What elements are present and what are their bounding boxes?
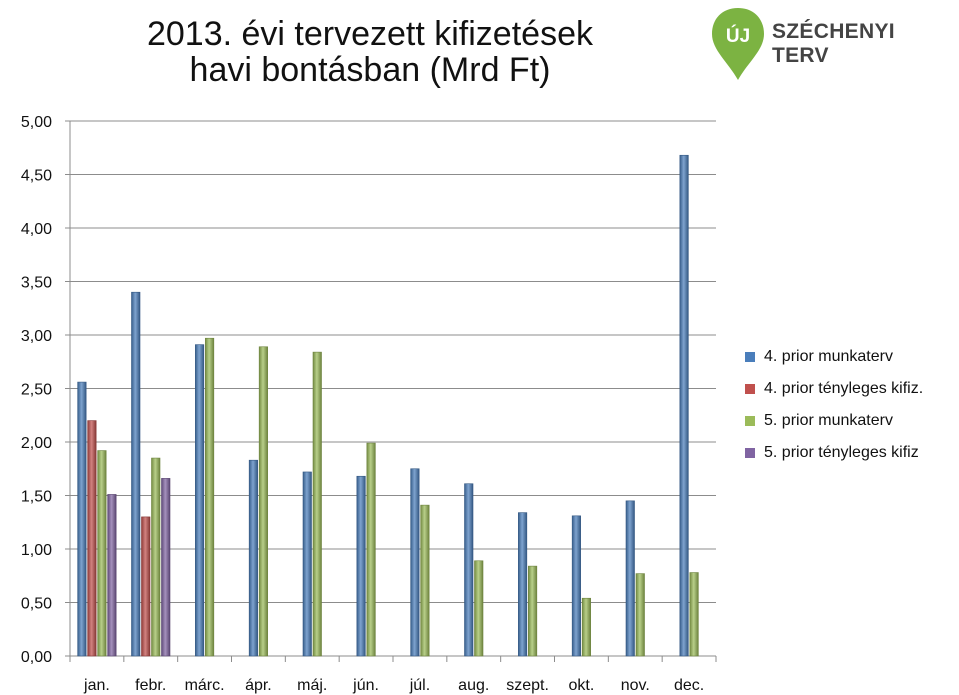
- map-pin-icon: ÚJ: [712, 8, 764, 80]
- legend-label: 5. prior munkaterv: [764, 412, 893, 429]
- bar: [571, 515, 581, 657]
- y-tick-label: 4,50: [21, 168, 52, 185]
- szechenyi-terv-logo: ÚJ SZÉCHENYI TERV: [708, 6, 948, 82]
- bar: [625, 500, 635, 657]
- legend-label: 4. prior tényleges kifiz.: [764, 380, 924, 397]
- y-tick-label: 3,50: [21, 275, 52, 292]
- bar: [77, 381, 87, 657]
- x-tick-label: febr.: [135, 677, 166, 694]
- bar: [302, 471, 312, 657]
- y-tick-label: 1,50: [21, 489, 52, 506]
- x-tick-label: ápr.: [245, 677, 272, 694]
- bar: [366, 442, 376, 657]
- bar: [248, 459, 258, 657]
- bar: [689, 572, 699, 657]
- y-tick-label: 3,00: [21, 328, 52, 345]
- legend-item: 5. prior tényleges kifiz: [745, 437, 923, 469]
- logo-text: SZÉCHENYI TERV: [772, 20, 895, 67]
- bar: [581, 597, 591, 657]
- bar: [635, 573, 645, 657]
- bar: [161, 478, 171, 657]
- bar: [97, 450, 107, 657]
- x-tick-label: okt.: [569, 677, 595, 694]
- bar: [528, 565, 538, 657]
- legend-swatch: [745, 352, 755, 362]
- legend-swatch: [745, 448, 755, 458]
- legend-item: 4. prior munkaterv: [745, 341, 923, 373]
- bar: [141, 516, 151, 657]
- logo-mark: ÚJ: [726, 25, 750, 47]
- legend-label: 5. prior tényleges kifiz: [764, 444, 919, 461]
- bar: [518, 512, 528, 657]
- bar: [356, 475, 366, 657]
- y-tick-label: 0,50: [21, 596, 52, 613]
- x-tick-label: dec.: [674, 677, 704, 694]
- legend-label: 4. prior munkaterv: [764, 348, 893, 365]
- legend-swatch: [745, 416, 755, 426]
- bar: [464, 483, 474, 657]
- chart-title: 2013. évi tervezett kifizetések havi bon…: [70, 16, 670, 88]
- bar: [420, 504, 430, 657]
- title-line-1: 2013. évi tervezett kifizetések: [146, 15, 593, 53]
- x-tick-label: jan.: [83, 677, 110, 694]
- x-tick-label: nov.: [621, 677, 650, 694]
- y-tick-label: 4,00: [21, 221, 52, 238]
- bar: [205, 337, 215, 657]
- y-tick-label: 2,50: [21, 382, 52, 399]
- y-tick-label: 5,00: [21, 114, 52, 131]
- x-tick-label: márc.: [185, 677, 225, 694]
- bar: [87, 420, 97, 657]
- y-tick-label: 1,00: [21, 542, 52, 559]
- x-tick-label: máj.: [297, 677, 327, 694]
- legend-item: 4. prior tényleges kifiz.: [745, 373, 923, 405]
- bar: [107, 494, 117, 657]
- bar: [195, 344, 205, 657]
- x-tick-label: jún.: [352, 677, 379, 694]
- y-tick-label: 0,00: [21, 649, 52, 666]
- bar: [312, 351, 322, 657]
- bar: [474, 560, 484, 657]
- x-tick-label: szept.: [506, 677, 549, 694]
- x-tick-label: júl.: [409, 677, 430, 694]
- legend-swatch: [745, 384, 755, 394]
- bar: [410, 468, 420, 657]
- y-tick-label: 2,00: [21, 435, 52, 452]
- legend-item: 5. prior munkaterv: [745, 405, 923, 437]
- legend: 4. prior munkaterv 4. prior tényleges kif…: [745, 341, 923, 469]
- title-line-2: havi bontásban (Mrd Ft): [189, 51, 551, 89]
- bar: [151, 457, 161, 657]
- bar: [131, 291, 141, 657]
- x-tick-label: aug.: [458, 677, 489, 694]
- bar: [258, 346, 268, 657]
- bar: [679, 154, 689, 657]
